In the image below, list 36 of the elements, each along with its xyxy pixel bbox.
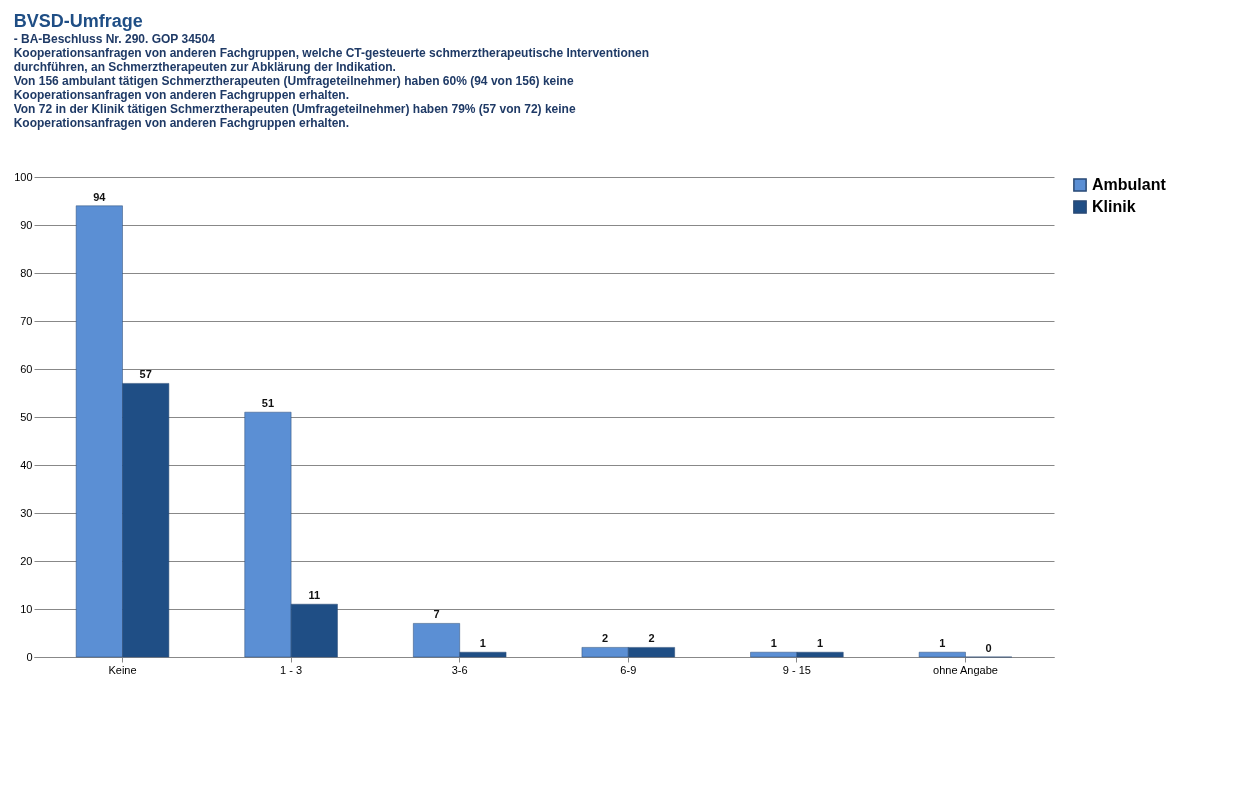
y-tick-label: 10 xyxy=(20,602,33,615)
data-label: 2 xyxy=(648,632,655,645)
y-tick-label: 90 xyxy=(20,218,33,231)
data-label: 1 xyxy=(770,637,777,650)
y-tick-label: 100 xyxy=(14,170,33,183)
data-label: 2 xyxy=(602,632,609,645)
chart-subtitle: - BA-Beschluss Nr. 290. GOP 34504 xyxy=(13,32,216,46)
data-label: 11 xyxy=(308,589,321,602)
x-tick-label: Keine xyxy=(108,663,137,676)
y-tick-label: 50 xyxy=(20,410,33,423)
y-tick-label: 60 xyxy=(20,362,33,375)
data-label: 1 xyxy=(479,637,486,650)
legend-label: Ambulant xyxy=(1092,176,1167,193)
data-label: 94 xyxy=(93,190,107,203)
data-label: 57 xyxy=(139,368,152,381)
x-tick-label: 9 - 15 xyxy=(782,663,811,676)
data-label: 1 xyxy=(939,637,946,650)
text: Von 72 in der Klinik tätigen Schmerztherapeuten (Umfrageteilnehmer) haben 79% (57 von 72) keine Kooperationsanfragen von anderen Fachgruppen erhalten. xyxy=(13,102,576,130)
y-tick-label: 70 xyxy=(20,314,33,327)
data-label: 51 xyxy=(261,397,275,410)
y-tick-label: 40 xyxy=(20,458,33,471)
x-tick-label: 1 - 3 xyxy=(280,663,303,676)
y-tick-label: 20 xyxy=(20,554,33,567)
text: Kooperationsanfragen von anderen Fachgruppen, welche CT-gesteuerte schmerztherapeutische Interventionen durchführen, an Schmerztherapeuten zur Abklärung der Indikation. xyxy=(13,46,650,74)
y-tick-label: 0 xyxy=(26,650,33,663)
data-label: 1 xyxy=(817,637,824,650)
x-tick-label: 3-6 xyxy=(451,663,468,676)
legend-label: Klinik xyxy=(1092,198,1136,215)
y-tick-label: 30 xyxy=(20,506,33,519)
y-tick-label: 80 xyxy=(20,266,33,279)
x-tick-label: 6-9 xyxy=(620,663,637,676)
x-tick-label: ohne Angabe xyxy=(933,663,998,676)
data-label: 0 xyxy=(985,642,992,654)
chart-title: BVSD-Umfrage xyxy=(13,11,143,31)
data-label: 7 xyxy=(433,608,440,621)
text: Von 156 ambulant tätigen Schmerztherapeuten (Umfrageteilnehmer) haben 60% (94 von 156) keine Kooperationsanfragen von anderen Fachgruppen erhalten. xyxy=(13,74,574,102)
